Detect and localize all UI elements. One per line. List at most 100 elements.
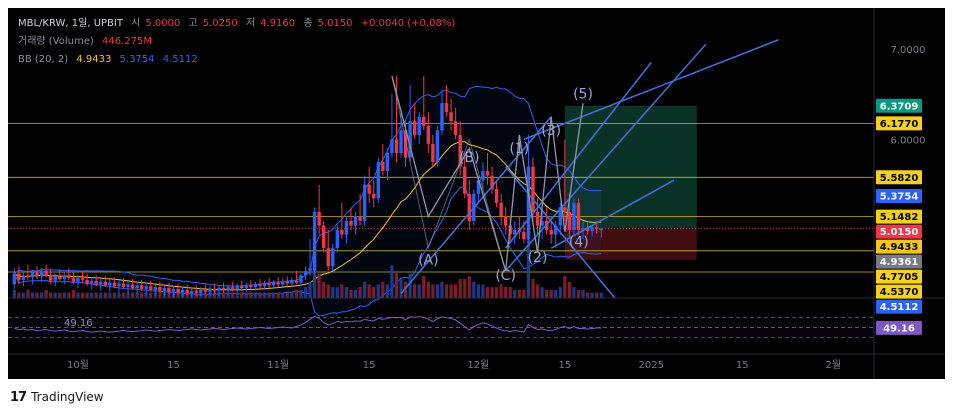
volume-bar xyxy=(381,281,385,298)
candle-body xyxy=(372,193,376,199)
trendline xyxy=(505,61,652,249)
candle-body xyxy=(290,280,294,284)
volume-bar xyxy=(504,287,508,298)
chart-frame[interactable]: (A) (B) (C) (1) (2) (3) (4) (5) 49.16 10월 15 11월 15 1… xyxy=(8,8,945,379)
candle-body xyxy=(431,143,435,163)
candle-body xyxy=(490,175,494,190)
volume-bar xyxy=(426,281,430,298)
rsi-line xyxy=(14,315,602,333)
volume-bar xyxy=(67,292,71,298)
volume-bar xyxy=(35,292,39,298)
volume-bar xyxy=(567,281,571,298)
volume-bar xyxy=(144,292,148,298)
volume-bar xyxy=(454,284,458,298)
volume-bar xyxy=(517,289,521,298)
candle-body xyxy=(376,162,380,199)
volume-bar xyxy=(322,281,326,298)
volume-bar xyxy=(62,292,66,298)
volume-bar xyxy=(108,292,112,298)
candle-body xyxy=(135,285,139,289)
low-value: 4.9160 xyxy=(260,18,296,29)
rsi-series-label: 49.16 xyxy=(64,318,93,329)
volume-bar xyxy=(221,292,226,298)
candle-body xyxy=(99,281,103,285)
volume-bar xyxy=(290,292,294,298)
tradingview-footer[interactable]: 17 TradingView xyxy=(10,389,104,405)
volume-bar xyxy=(94,292,98,298)
wave-label: (B) xyxy=(459,150,480,166)
bb-label: BB (20, 2) xyxy=(18,54,69,65)
volume-bar xyxy=(595,292,599,298)
tradingview-logo-icon: 17 xyxy=(10,389,27,405)
rsi-badge xyxy=(876,320,922,335)
candle-body xyxy=(435,130,440,163)
candle-body xyxy=(62,275,67,279)
candle-body xyxy=(494,189,499,203)
volume-bar xyxy=(394,270,399,298)
candle-body xyxy=(35,272,39,277)
candle-body xyxy=(94,280,98,285)
volume-bar xyxy=(308,281,312,298)
price-badge xyxy=(876,209,922,224)
candle-body xyxy=(103,281,107,286)
volume-bar xyxy=(135,292,139,298)
price-badge-label: 4.9433 xyxy=(880,242,919,253)
symbol-label[interactable]: MBL/KRW, 1일, UPBIT xyxy=(18,18,123,29)
volume-bar xyxy=(262,292,267,298)
candle-body xyxy=(185,289,189,294)
volume-bar xyxy=(522,289,526,298)
volume-bar xyxy=(149,292,153,298)
candle-body xyxy=(176,288,180,293)
price-badge-label: 5.0150 xyxy=(880,227,919,238)
volume-bar xyxy=(590,292,594,298)
volume-bar xyxy=(140,292,144,298)
candle-body xyxy=(117,283,121,287)
volume-bar xyxy=(126,292,130,298)
volume-bar xyxy=(39,292,44,298)
candle-body xyxy=(526,166,531,240)
candle-body xyxy=(540,220,544,226)
price-badge-label: 6.3709 xyxy=(880,101,919,112)
volume-bar xyxy=(158,292,162,298)
volume-bar xyxy=(167,292,171,298)
candle-body xyxy=(408,121,412,158)
price-chart[interactable]: (A) (B) (C) (1) (2) (3) (4) (5) 49.16 10월 15 11월 15 1… xyxy=(8,8,945,379)
volume-bar xyxy=(526,238,531,298)
candle-body xyxy=(344,220,349,235)
volume-bar xyxy=(481,284,485,298)
volume-bar xyxy=(540,287,544,298)
candle-body xyxy=(594,227,599,230)
candle-body xyxy=(390,139,394,153)
wave-label: (5) xyxy=(573,87,593,103)
volume-legend[interactable]: 거래량 (Volume) 446.275M xyxy=(18,36,157,48)
candle-body xyxy=(567,211,572,231)
candle-body xyxy=(381,162,385,172)
volume-bar xyxy=(117,292,121,298)
volume-bar xyxy=(376,284,380,298)
candle-body xyxy=(412,121,417,135)
candle-body xyxy=(335,230,340,249)
candle-body xyxy=(126,284,130,288)
bollinger-legend[interactable]: BB (20, 2) 4.9433 5.3754 4.5112 xyxy=(18,54,203,66)
volume-bar xyxy=(367,284,371,298)
volume-bar xyxy=(585,292,590,298)
volume-bar xyxy=(21,292,25,298)
candle-body xyxy=(271,282,276,286)
price-badge xyxy=(876,189,922,204)
volume-bar xyxy=(467,276,471,298)
candle-body xyxy=(499,202,503,217)
wave-label: (2) xyxy=(528,250,548,266)
bb-basis-line xyxy=(13,141,602,291)
volume-bar xyxy=(253,292,258,298)
stop-zone xyxy=(564,228,697,260)
candle-body xyxy=(308,268,312,271)
candle-body xyxy=(303,270,308,276)
abc-wave-path xyxy=(391,75,507,271)
candle-body xyxy=(585,228,590,231)
volume-bar xyxy=(121,292,126,298)
candle-body xyxy=(554,225,558,235)
tradingview-brand: TradingView xyxy=(31,390,104,404)
candle-body xyxy=(394,139,399,153)
volume-bar xyxy=(403,281,408,298)
candle-body xyxy=(212,288,217,291)
